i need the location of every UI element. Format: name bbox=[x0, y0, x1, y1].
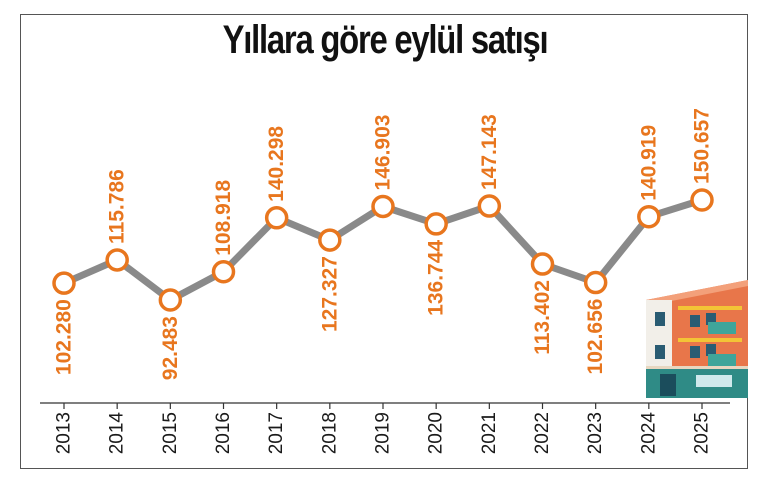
x-axis bbox=[40, 402, 730, 409]
data-label: 115.786 bbox=[106, 169, 129, 244]
data-point bbox=[158, 288, 183, 312]
data-label: 140.919 bbox=[637, 125, 660, 201]
x-tick-label: 2025 bbox=[692, 412, 713, 454]
data-label: 146.903 bbox=[372, 115, 395, 191]
data-point bbox=[530, 252, 555, 276]
data-point bbox=[637, 204, 661, 229]
data-point bbox=[105, 248, 129, 272]
x-tick-label: 2018 bbox=[319, 412, 340, 454]
x-tick-label: 2019 bbox=[373, 412, 394, 454]
x-tick-label: 2020 bbox=[426, 412, 447, 454]
data-point bbox=[371, 194, 395, 219]
data-label: 127.327 bbox=[318, 256, 341, 332]
data-label: 102.656 bbox=[584, 299, 607, 375]
data-point bbox=[211, 259, 236, 284]
data-label: 102.280 bbox=[53, 299, 76, 375]
chart-title: Yıllara göre eylül satışı bbox=[222, 18, 549, 62]
data-label: 150.657 bbox=[691, 108, 714, 184]
data-label: 108.918 bbox=[212, 180, 235, 256]
data-label: 136.744 bbox=[425, 240, 448, 316]
data-points bbox=[52, 188, 714, 312]
data-label: 147.143 bbox=[478, 114, 501, 190]
x-tick-label: 2023 bbox=[585, 412, 606, 454]
x-tick-label: 2021 bbox=[479, 412, 500, 454]
data-point bbox=[477, 194, 502, 218]
data-point bbox=[690, 188, 714, 212]
data-label: 140.298 bbox=[265, 126, 288, 202]
x-tick-label: 2017 bbox=[266, 412, 287, 454]
data-label: 92.483 bbox=[159, 316, 182, 380]
data-point bbox=[264, 206, 289, 230]
x-tick-label: 2013 bbox=[54, 412, 75, 454]
x-tick-label: 2022 bbox=[532, 412, 553, 454]
data-point bbox=[583, 270, 608, 295]
x-tick-labels: 2013 2014 2015 2016 2017 2018 2019 2020 2021 2022… bbox=[54, 412, 713, 455]
x-tick-label: 2014 bbox=[107, 412, 128, 455]
data-labels: 102.280 115.786 92.483 108.918 140.298 127.32… bbox=[53, 108, 714, 380]
x-tick-label: 2016 bbox=[213, 412, 234, 454]
x-tick-label: 2024 bbox=[638, 412, 659, 455]
data-label: 113.402 bbox=[531, 280, 554, 355]
data-point bbox=[52, 271, 76, 295]
data-point bbox=[424, 212, 448, 236]
apartment-building-icon bbox=[646, 280, 748, 398]
x-tick-label: 2015 bbox=[160, 412, 181, 454]
data-point bbox=[318, 228, 342, 252]
